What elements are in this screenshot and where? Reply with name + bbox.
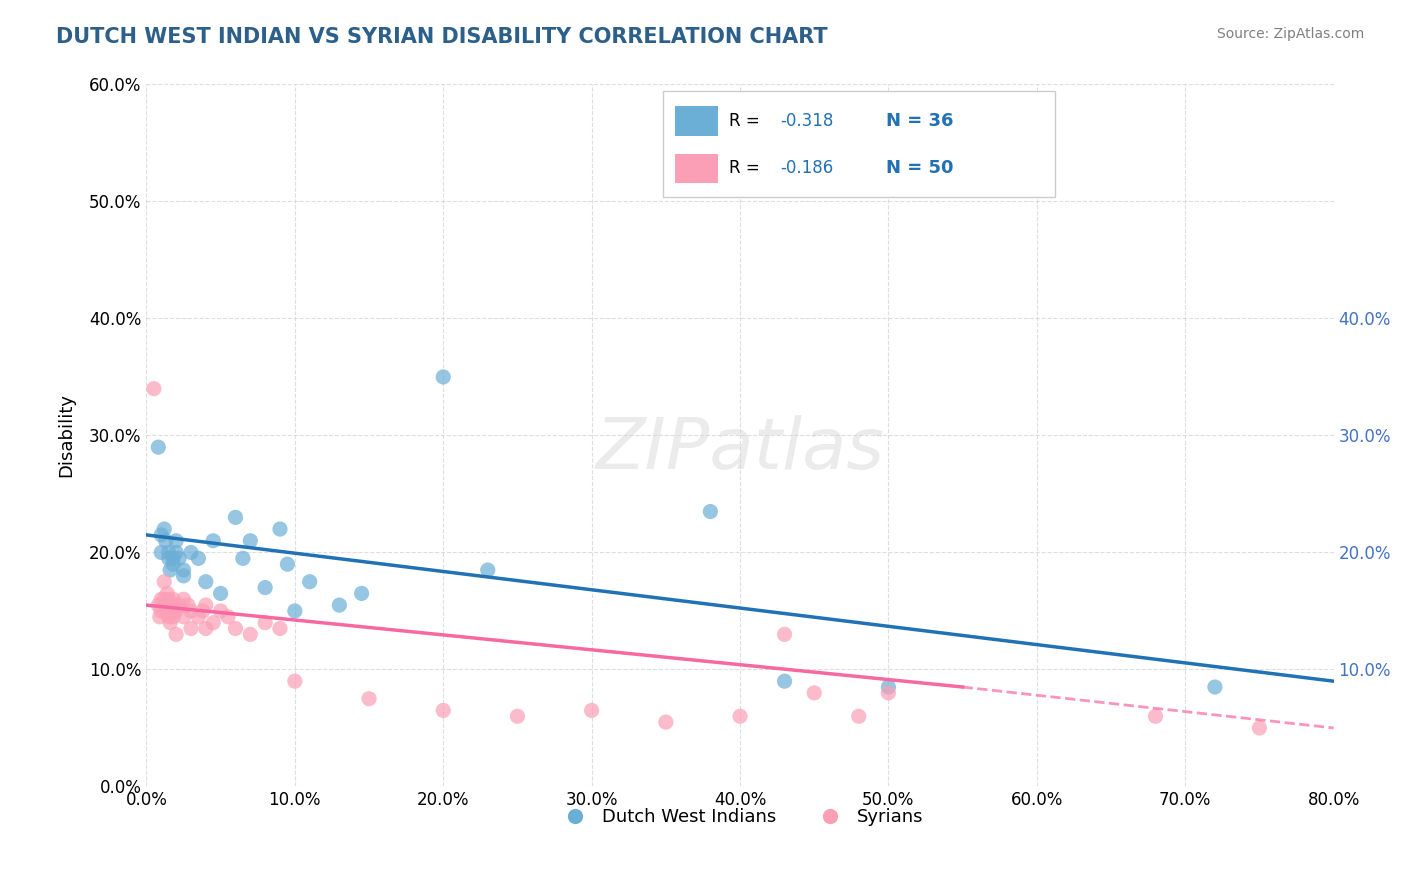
Point bbox=[1204, 680, 1226, 694]
Point bbox=[153, 574, 176, 589]
Point bbox=[153, 522, 176, 536]
Point bbox=[162, 610, 184, 624]
Point bbox=[157, 545, 180, 559]
Text: ZIPatlas: ZIPatlas bbox=[596, 415, 884, 484]
Y-axis label: Disability: Disability bbox=[58, 393, 75, 477]
Point bbox=[254, 615, 277, 630]
Point bbox=[148, 440, 170, 454]
Point bbox=[173, 592, 195, 607]
Point bbox=[773, 674, 796, 689]
Point bbox=[477, 563, 499, 577]
Point bbox=[1249, 721, 1271, 735]
Point bbox=[254, 581, 277, 595]
Point bbox=[202, 615, 225, 630]
Point bbox=[191, 604, 214, 618]
Point bbox=[581, 703, 603, 717]
Point bbox=[209, 586, 232, 600]
Point bbox=[173, 610, 195, 624]
Point bbox=[432, 370, 454, 384]
Point bbox=[298, 574, 321, 589]
Point bbox=[149, 610, 172, 624]
Point bbox=[217, 610, 239, 624]
Text: Source: ZipAtlas.com: Source: ZipAtlas.com bbox=[1216, 27, 1364, 41]
Point bbox=[167, 598, 190, 612]
Point bbox=[328, 598, 350, 612]
Point bbox=[232, 551, 254, 566]
Point bbox=[163, 598, 186, 612]
Point bbox=[848, 709, 870, 723]
Point bbox=[877, 686, 900, 700]
Point bbox=[194, 574, 217, 589]
Point bbox=[173, 569, 195, 583]
Point bbox=[655, 715, 678, 730]
Point bbox=[160, 604, 183, 618]
Point bbox=[187, 610, 209, 624]
Point bbox=[165, 545, 187, 559]
Point bbox=[239, 627, 262, 641]
Point bbox=[162, 592, 184, 607]
Point bbox=[224, 510, 246, 524]
Point bbox=[239, 533, 262, 548]
Point bbox=[167, 551, 190, 566]
Point bbox=[180, 545, 202, 559]
Point bbox=[699, 504, 721, 518]
Point bbox=[432, 703, 454, 717]
Point bbox=[180, 622, 202, 636]
Point bbox=[209, 604, 232, 618]
Point bbox=[157, 551, 180, 566]
Point bbox=[159, 563, 181, 577]
Point bbox=[269, 622, 291, 636]
Point bbox=[284, 674, 307, 689]
Point bbox=[728, 709, 751, 723]
Point bbox=[148, 598, 170, 612]
Point bbox=[224, 622, 246, 636]
Point bbox=[357, 691, 380, 706]
Point bbox=[155, 598, 177, 612]
Point bbox=[173, 563, 195, 577]
Point bbox=[177, 598, 200, 612]
Point bbox=[155, 533, 177, 548]
Point bbox=[187, 551, 209, 566]
Point bbox=[156, 586, 179, 600]
Point bbox=[150, 604, 173, 618]
Point bbox=[350, 586, 373, 600]
Point bbox=[1144, 709, 1167, 723]
Legend: Dutch West Indians, Syrians: Dutch West Indians, Syrians bbox=[550, 801, 931, 834]
Point bbox=[155, 604, 177, 618]
Point bbox=[165, 533, 187, 548]
Point bbox=[194, 598, 217, 612]
Point bbox=[157, 592, 180, 607]
Point bbox=[276, 557, 298, 571]
Text: DUTCH WEST INDIAN VS SYRIAN DISABILITY CORRELATION CHART: DUTCH WEST INDIAN VS SYRIAN DISABILITY C… bbox=[56, 27, 828, 46]
Point bbox=[159, 615, 181, 630]
Point bbox=[877, 680, 900, 694]
Point bbox=[150, 528, 173, 542]
Point bbox=[153, 592, 176, 607]
Point bbox=[150, 592, 173, 607]
Point bbox=[202, 533, 225, 548]
Point bbox=[773, 627, 796, 641]
Point bbox=[162, 551, 184, 566]
Point bbox=[803, 686, 825, 700]
Point bbox=[157, 610, 180, 624]
Point bbox=[162, 557, 184, 571]
Point bbox=[142, 382, 165, 396]
Point bbox=[165, 627, 187, 641]
Point bbox=[506, 709, 529, 723]
Point bbox=[269, 522, 291, 536]
Point bbox=[194, 622, 217, 636]
Point bbox=[150, 545, 173, 559]
Point bbox=[180, 604, 202, 618]
Point bbox=[159, 598, 181, 612]
Point bbox=[284, 604, 307, 618]
Point bbox=[165, 604, 187, 618]
